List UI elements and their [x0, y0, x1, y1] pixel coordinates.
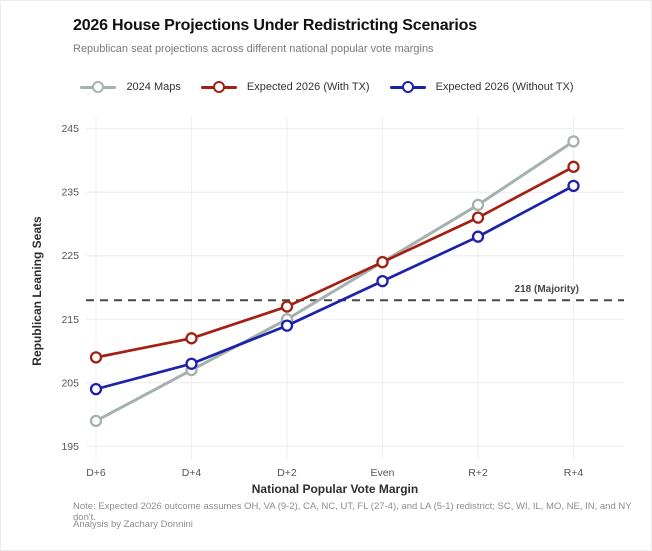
line-marker-icon [200, 80, 237, 94]
axis-ticks: 195 205 215 225 235 245 D+6 D+4 D+2 Even R+2 R+4 [61, 123, 583, 479]
data-point-marker [567, 179, 580, 193]
gridlines [86, 116, 624, 459]
legend-label: Expected 2026 (With TX) [246, 81, 370, 93]
data-point-marker [89, 351, 103, 364]
footnote-line-1: Note: Expected 2026 outcome assumes OH, … [73, 501, 632, 523]
data-point-marker [280, 300, 294, 313]
line-marker-icon [80, 80, 117, 94]
x-axis-title: National Popular Vote Margin [252, 482, 418, 496]
footnote-line-2: Analysis by Zachary Donnini [73, 519, 193, 530]
series-line [94, 165, 575, 359]
page-subtitle: Republican seat projections across diffe… [73, 43, 434, 55]
legend-item-expected-without-tx: Expected 2026 (Without TX) [389, 80, 574, 94]
series-line [94, 184, 575, 391]
data-point-marker [376, 274, 389, 288]
data-point-marker [471, 230, 485, 243]
x-tick-label: D+6 [86, 467, 106, 479]
legend-label: Expected 2026 (Without TX) [435, 81, 574, 93]
y-tick-label: 235 [61, 187, 79, 199]
y-axis-title: Republican Leaning Seats [30, 216, 44, 366]
data-series [89, 135, 580, 428]
series-line [94, 139, 575, 423]
legend: 2024 Maps Expected 2026 (With TX) Expect… [1, 77, 651, 97]
data-point-marker [471, 211, 485, 224]
data-point-marker [185, 332, 198, 345]
x-tick-label: D+4 [182, 467, 202, 479]
data-point-marker [89, 382, 103, 396]
y-tick-label: 205 [61, 377, 79, 389]
y-tick-label: 195 [61, 441, 79, 453]
line-marker-icon [389, 80, 426, 94]
y-tick-label: 225 [61, 250, 79, 262]
legend-item-2024-maps: 2024 Maps [80, 80, 181, 94]
x-tick-label: Even [371, 467, 395, 479]
data-point-marker [567, 160, 580, 173]
y-tick-label: 245 [61, 123, 79, 135]
legend-label: 2024 Maps [126, 81, 181, 93]
y-tick-label: 215 [61, 314, 79, 326]
x-tick-label: R+2 [468, 467, 488, 479]
data-point-marker [185, 357, 198, 370]
x-tick-label: R+4 [564, 467, 584, 479]
x-tick-label: D+2 [277, 467, 297, 479]
data-point-marker [376, 255, 389, 269]
data-point-marker [567, 135, 580, 148]
data-point-marker [471, 198, 485, 212]
legend-item-expected-with-tx: Expected 2026 (With TX) [200, 80, 370, 94]
page-title: 2026 House Projections Under Redistricti… [73, 17, 477, 34]
data-point-marker [89, 414, 103, 428]
line-chart: 195 205 215 225 235 245 D+6 D+4 D+2 Even R+2 R+4 21… [30, 116, 624, 496]
majority-line-label: 218 (Majority) [515, 284, 579, 295]
data-point-marker [280, 319, 294, 332]
